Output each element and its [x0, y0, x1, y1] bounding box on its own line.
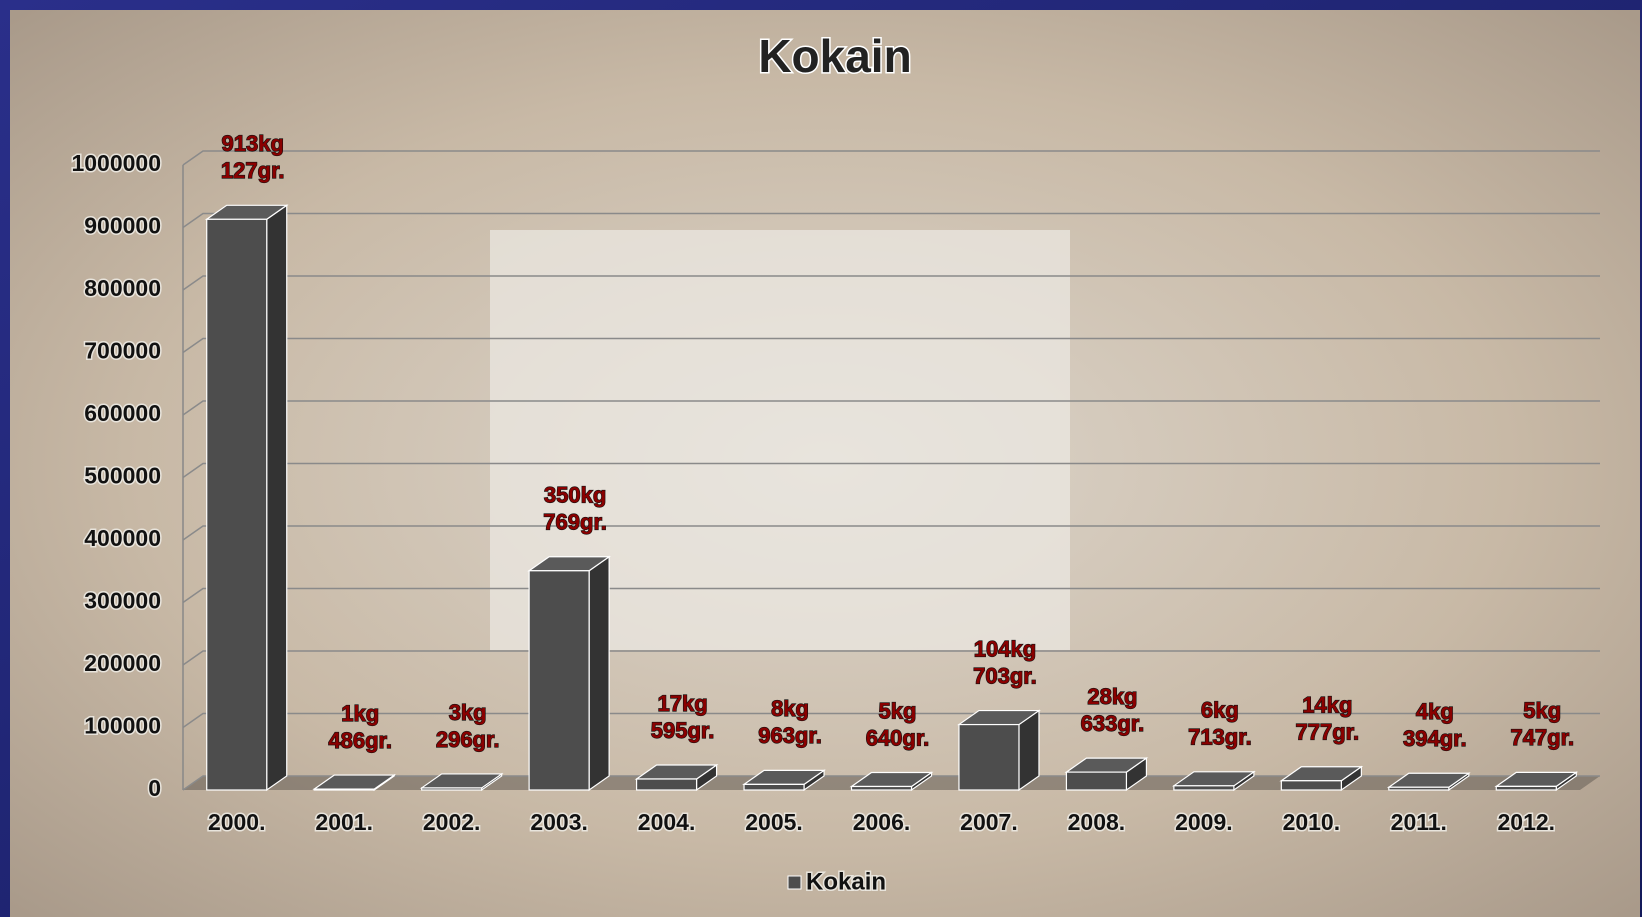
- value-label: 127gr.: [221, 158, 285, 183]
- x-tick-label: 2008.: [1068, 809, 1126, 835]
- y-tick-label: 1000000: [71, 150, 161, 176]
- x-tick-label: 2002.: [423, 809, 481, 835]
- y-tick-label: 800000: [84, 275, 161, 301]
- x-tick-label: 2012.: [1497, 809, 1555, 835]
- value-label: 296gr.: [436, 727, 500, 752]
- value-label: 1kg: [341, 701, 379, 726]
- value-label: 769gr.: [543, 510, 607, 535]
- y-tick-label: 400000: [84, 525, 161, 551]
- value-label: 595gr.: [651, 718, 715, 743]
- x-tick-label: 2007.: [960, 809, 1018, 835]
- y-tick-label: 100000: [84, 713, 161, 739]
- bar: [207, 219, 267, 790]
- value-label: 913kg: [222, 131, 284, 156]
- x-tick-label: 2005.: [745, 809, 803, 835]
- y-tick-label: 300000: [84, 588, 161, 614]
- x-tick-label: 2001.: [315, 809, 373, 835]
- bar: [422, 788, 482, 790]
- value-label: 703gr.: [973, 663, 1037, 688]
- value-label: 104kg: [974, 636, 1036, 661]
- value-label: 17kg: [657, 691, 707, 716]
- bar: [1066, 772, 1126, 790]
- value-label: 6kg: [1201, 698, 1239, 723]
- legend-label: Kokain: [806, 868, 886, 895]
- x-tick-label: 2000.: [208, 809, 266, 835]
- bar: [314, 789, 374, 790]
- value-label: 5kg: [1523, 698, 1561, 723]
- bar: [1174, 786, 1234, 790]
- value-label: 4kg: [1416, 699, 1454, 724]
- bar: [1496, 786, 1556, 790]
- x-tick-label: 2010.: [1283, 809, 1341, 835]
- value-label: 28kg: [1087, 684, 1137, 709]
- x-tick-label: 2003.: [530, 809, 588, 835]
- y-tick-label: 0: [148, 775, 161, 801]
- value-label: 633gr.: [1081, 711, 1145, 736]
- value-label: 486gr.: [328, 728, 392, 753]
- value-label: 747gr.: [1510, 725, 1574, 750]
- bar: [959, 725, 1019, 790]
- bar: [1389, 787, 1449, 790]
- bar: [852, 786, 912, 790]
- y-tick-label: 200000: [84, 650, 161, 676]
- x-tick-label: 2011.: [1391, 809, 1447, 835]
- value-label: 640gr.: [866, 725, 930, 750]
- value-label: 777gr.: [1296, 720, 1360, 745]
- chart: Kokain 0 100000 200000 300000 400000 500000 60…: [0, 0, 1642, 917]
- bar: [637, 779, 697, 790]
- y-tick-label: 600000: [84, 400, 161, 426]
- value-label: 963gr.: [758, 723, 822, 748]
- x-tick-label: 2009.: [1175, 809, 1233, 835]
- chart-title: Kokain: [758, 30, 911, 82]
- x-tick-label: 2006.: [853, 809, 911, 835]
- legend-swatch: [788, 876, 801, 889]
- value-label: 14kg: [1302, 693, 1352, 718]
- value-label: 350kg: [544, 483, 606, 508]
- value-label: 3kg: [449, 700, 487, 725]
- y-tick-label: 500000: [84, 463, 161, 489]
- bar: [1281, 781, 1341, 790]
- bar: [529, 571, 589, 790]
- bar-side: [589, 557, 609, 790]
- value-label: 8kg: [771, 696, 809, 721]
- x-tick-label: 2004.: [638, 809, 696, 835]
- bar-side: [267, 205, 287, 790]
- y-tick-label: 700000: [84, 338, 161, 364]
- value-label: 394gr.: [1403, 726, 1467, 751]
- bar: [744, 784, 804, 790]
- y-tick-label: 900000: [84, 213, 161, 239]
- value-label: 5kg: [879, 698, 917, 723]
- value-label: 713gr.: [1188, 725, 1252, 750]
